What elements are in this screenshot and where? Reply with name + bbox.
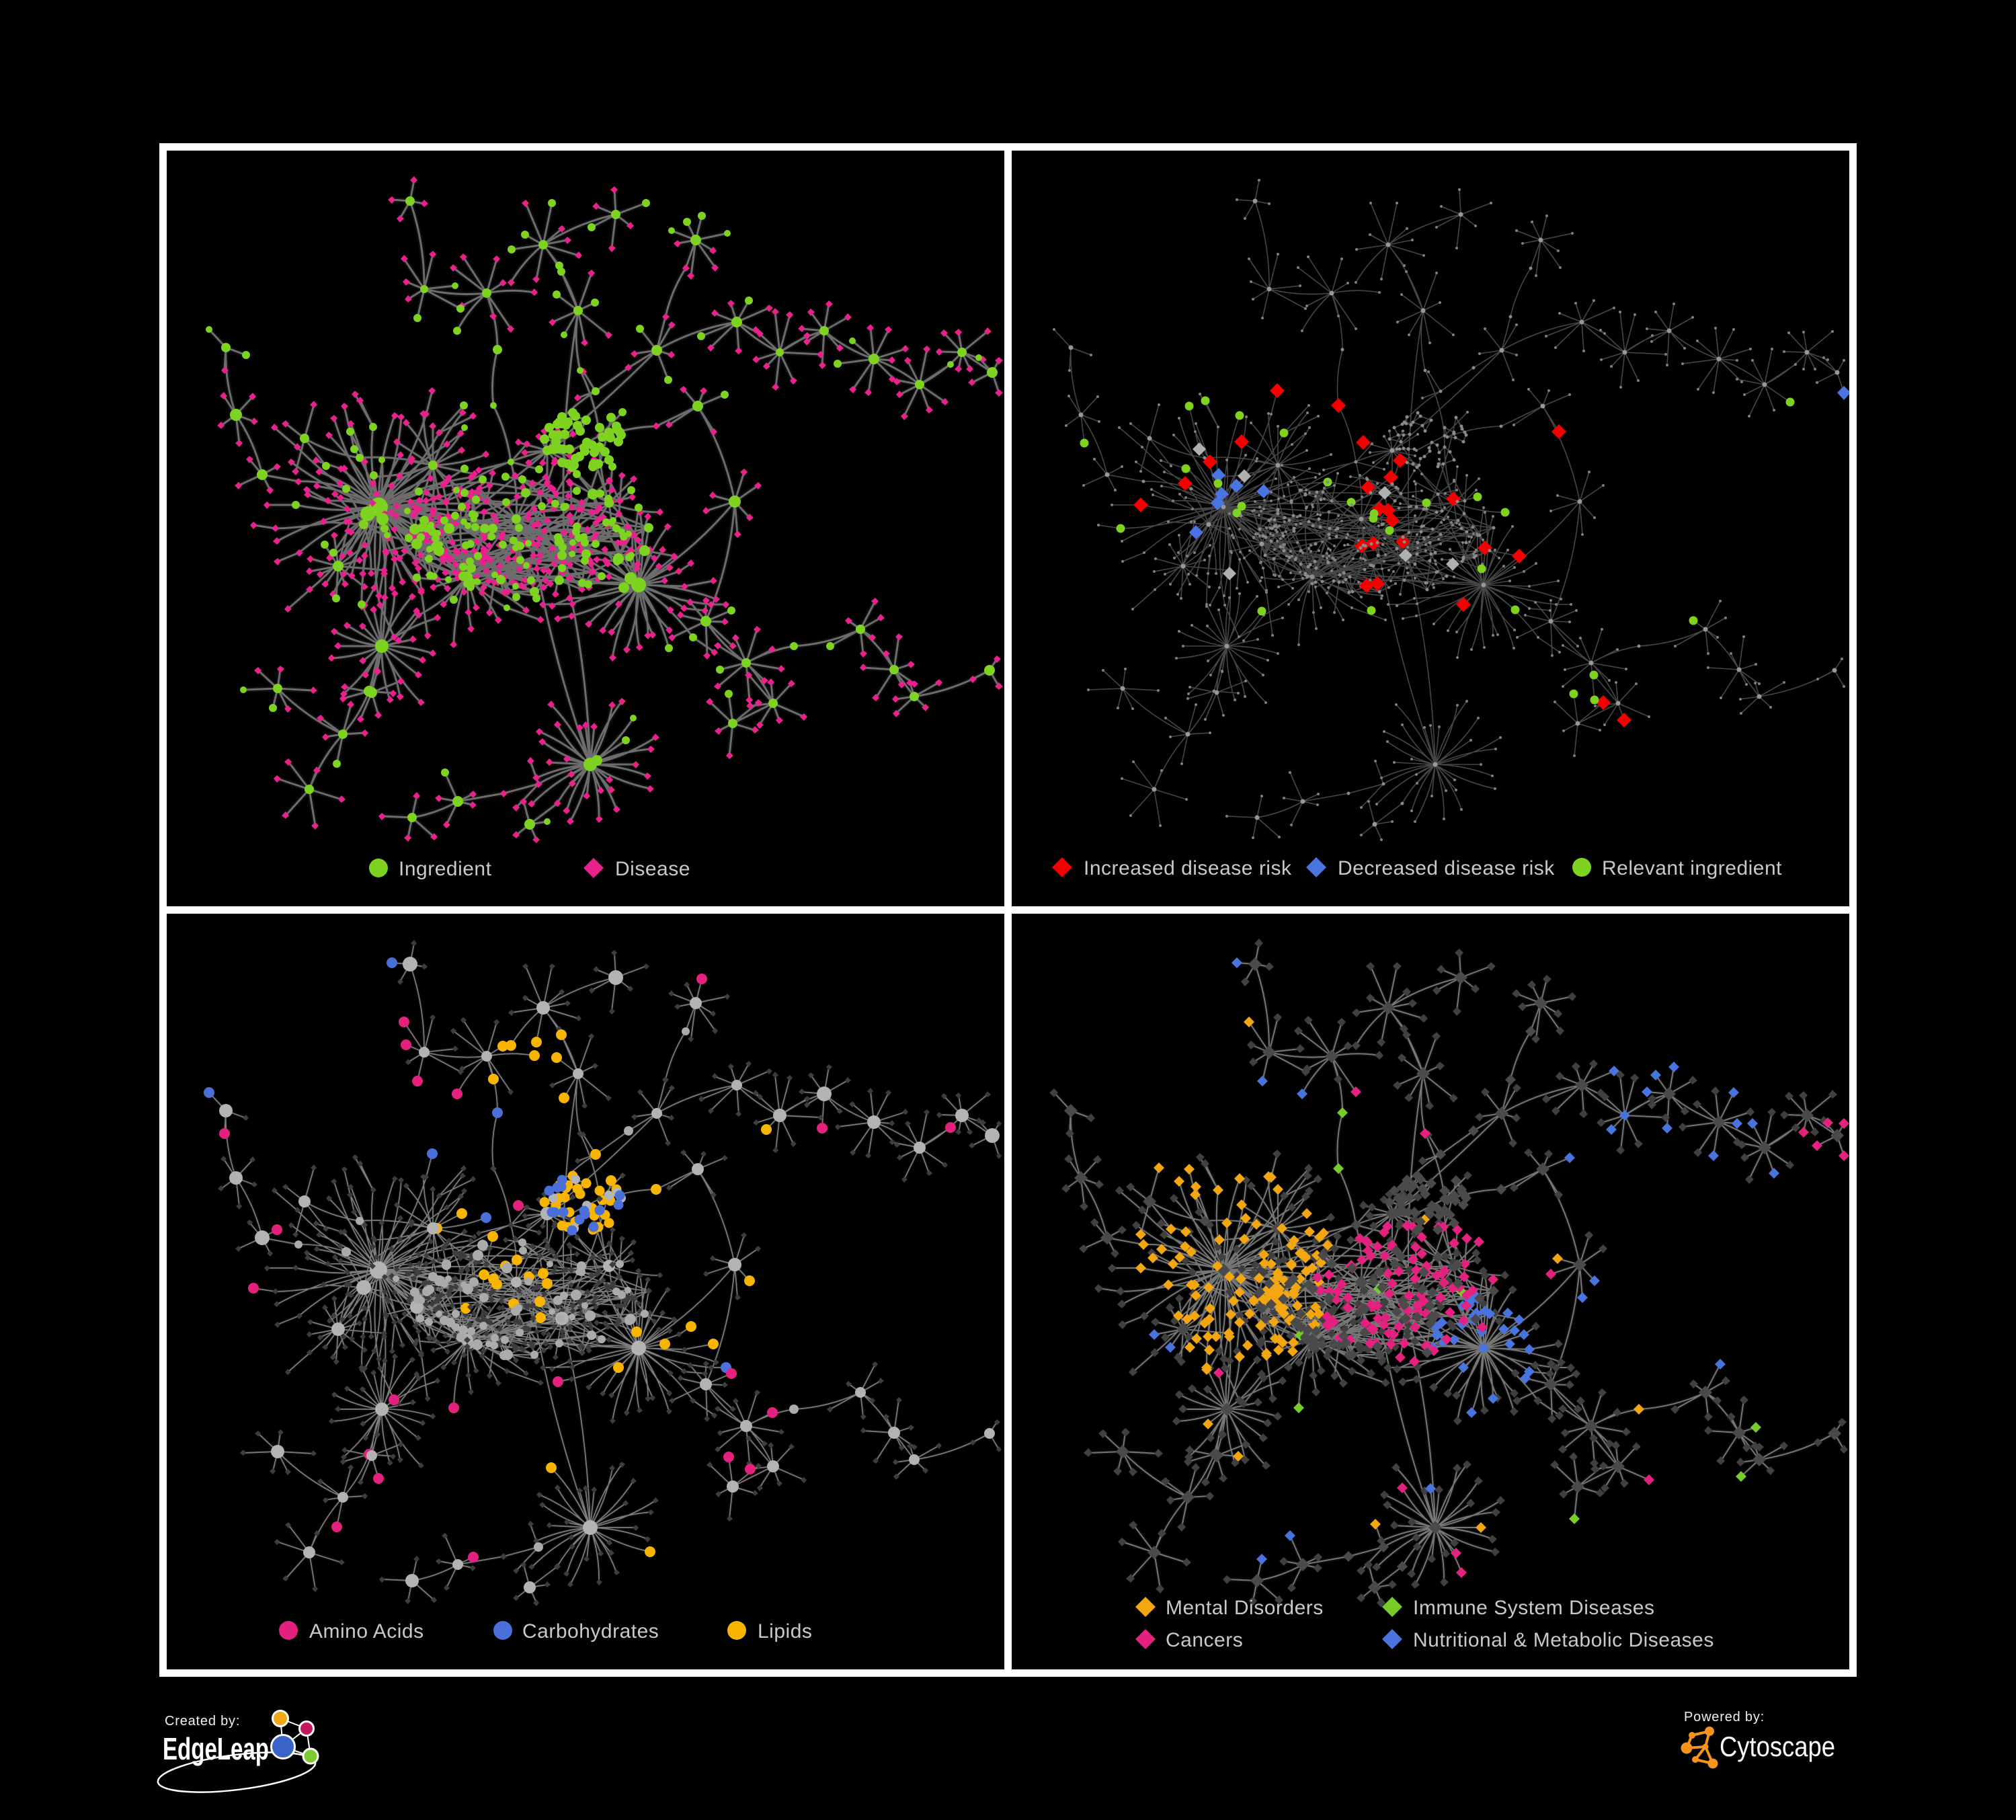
svg-text:Relevant ingredient: Relevant ingredient [1602, 857, 1782, 879]
svg-text:EdgeLeap: EdgeLeap [163, 1731, 269, 1766]
svg-text:Created by:: Created by: [165, 1714, 240, 1729]
svg-text:Ingredient: Ingredient [399, 858, 492, 880]
svg-text:Decreased disease risk: Decreased disease risk [1338, 857, 1555, 879]
svg-text:Cytoscape: Cytoscape [1720, 1731, 1835, 1762]
svg-text:Powered by:: Powered by: [1684, 1710, 1765, 1725]
svg-text:Amino Acids: Amino Acids [309, 1620, 424, 1643]
svg-text:Carbohydrates: Carbohydrates [522, 1620, 659, 1643]
svg-text:Disease: Disease [615, 858, 690, 880]
svg-text:Cancers: Cancers [1166, 1629, 1243, 1651]
svg-text:Lipids: Lipids [758, 1620, 812, 1643]
svg-text:Nutritional & Metabolic Diseas: Nutritional & Metabolic Diseases [1413, 1629, 1714, 1651]
svg-text:Immune System Diseases: Immune System Diseases [1413, 1597, 1654, 1619]
svg-text:Mental Disorders: Mental Disorders [1166, 1597, 1324, 1619]
svg-text:Increased disease risk: Increased disease risk [1084, 857, 1292, 879]
